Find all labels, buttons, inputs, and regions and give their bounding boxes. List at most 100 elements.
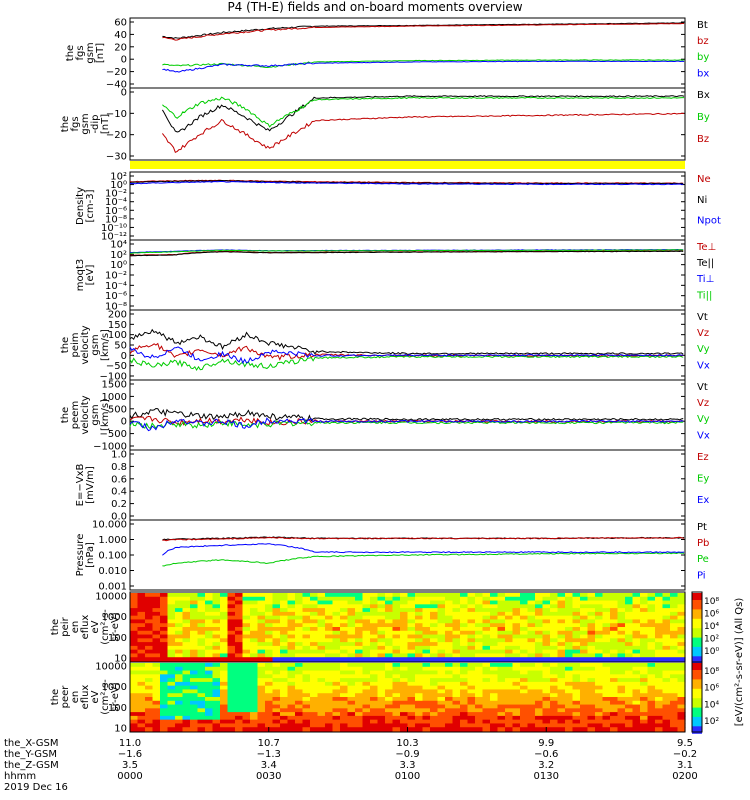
peir_eflux-cell [220,653,229,658]
peer_eflux-cell [355,670,364,675]
peer_eflux-cell [220,689,229,694]
peer_eflux-cell [385,715,394,721]
peir_eflux-cell [182,657,191,662]
peer_eflux-cell [632,674,641,679]
peer_eflux-cell [265,678,274,683]
peer_eflux-cell [640,681,649,687]
peer_eflux-cell [347,693,356,698]
peer_eflux-cell [302,708,311,713]
peir_eflux-cell [212,593,221,598]
peer_eflux-cell [340,697,349,702]
peer_eflux-cell [197,666,206,672]
peer_eflux-cell [400,693,409,698]
peir_eflux-cell [490,657,499,662]
peir_eflux-cell [340,653,349,658]
peer_eflux-cell [617,715,626,721]
fgs_gsm_dip-ylabel-line: -dip [90,114,101,133]
peir_eflux-cell [235,627,244,632]
peer_eflux-cell [400,697,409,702]
peer_eflux-cell [355,674,364,679]
peir_eflux-cell [197,600,206,605]
peir_eflux-cell [640,615,649,621]
peir_eflux-cell [655,608,664,613]
peer_eflux-cell [362,704,371,709]
peer_eflux-cell [317,723,326,728]
peer_eflux-cell [332,708,341,713]
peir_eflux-cell [302,623,311,628]
peer_eflux-cell [182,723,191,728]
fgs_gsm_dip-ytick-label: −10 [106,109,127,120]
peer_eflux-cell [422,678,431,683]
peim_velocity-series-vy [129,355,684,371]
peir_eflux-cell [557,608,566,613]
peer_eflux-cell [310,674,319,679]
peir_eflux-cell [550,600,559,605]
peir_eflux-cell [272,657,281,662]
peir_eflux-cell [527,615,536,621]
peer_eflux-cell [670,670,679,675]
peir_eflux-cell [497,596,506,602]
peir_eflux-cell [640,630,649,636]
peer_eflux-cell [625,674,634,679]
peer_eflux-cell [655,704,664,709]
peir_eflux-cell [385,642,394,647]
peir_eflux-cell [587,657,596,662]
peir_eflux-cell [527,623,536,628]
peer_eflux-cell [362,693,371,698]
x-axis-row-label: the_X-GSM [4,738,58,749]
peer_eflux-cell [362,663,371,668]
peer_eflux-cell [392,712,401,717]
peer_eflux-cell [572,712,581,717]
peem_velocity-ytick-label: 0 [121,417,127,428]
peer_eflux-cell [655,681,664,687]
peer_eflux-cell [670,719,679,725]
peir_eflux-cell [572,645,581,651]
peer_eflux-cell [610,715,619,721]
peir_eflux-cell [610,593,619,598]
peir_eflux-cell [190,638,199,643]
peer_eflux-cell [197,704,206,709]
peer_eflux-cell [625,704,634,709]
peir_eflux-cell [377,623,386,628]
peir_eflux-cell [670,593,679,598]
peir_eflux-cell [595,634,604,639]
peer_eflux-colorbar-cell [692,695,702,699]
peir_eflux-cell [602,600,611,605]
peir_eflux-cell [347,653,356,658]
peer_eflux-cell [302,689,311,694]
peir_eflux-cell [190,642,199,647]
peir_eflux-cell [655,593,664,598]
peer_eflux-cell [572,700,581,706]
peer_eflux-cell [355,693,364,698]
peer_eflux-cell [212,712,221,717]
peer_eflux-cell [430,685,439,691]
peir_eflux-cell [520,627,529,632]
peir_eflux-cell [152,634,161,639]
peer_eflux-cell [145,689,154,694]
peir_eflux-cell [445,623,454,628]
peir_eflux-cell [430,619,439,624]
peer_eflux-cell [287,727,296,732]
peer_eflux-cell [377,693,386,698]
peir_eflux-cell [535,608,544,613]
peer_eflux-cell [520,727,529,732]
peir_eflux-cell [475,649,484,655]
peir_eflux-cell [272,642,281,647]
peir_eflux-cell [205,642,214,647]
peir_eflux-cell [377,645,386,651]
peer_eflux-ytick-label: 10000 [95,662,127,673]
peer_eflux-cell [280,712,289,717]
peir_eflux-cell [257,630,266,636]
peer_eflux-cell [535,663,544,668]
peir_eflux-cell [647,611,656,617]
peir_eflux-cell [595,653,604,658]
peer_eflux-cell [317,693,326,698]
peer_eflux-cell [250,670,259,675]
peir_eflux-ylabel-line: (cm²-s- [100,609,111,645]
peir_eflux-cell [587,653,596,658]
peer_eflux-cell [662,712,671,717]
peir_eflux-cell [152,653,161,658]
moqt3-ylabel: moqt3 [eV] [75,259,96,292]
peer_eflux-cell [617,727,626,732]
peir_eflux-cell [182,642,191,647]
